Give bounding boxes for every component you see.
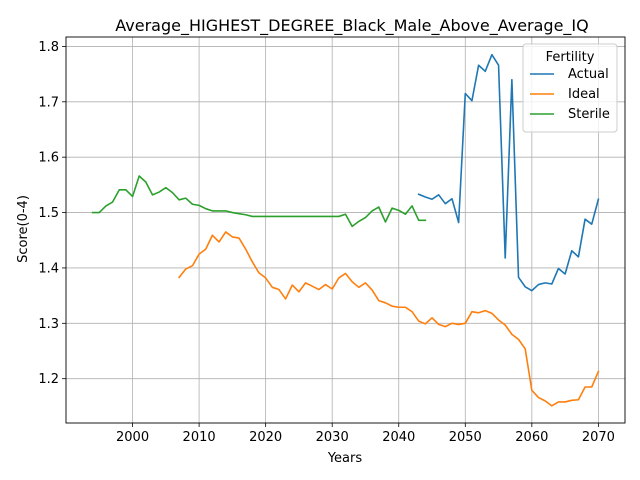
y-tick-label: 1.4 [38,261,59,276]
y-tick-label: 1.8 [38,40,59,55]
y-tick-label: 1.2 [38,372,59,387]
legend-label-ideal: Ideal [568,87,600,102]
legend: Fertility Actual Ideal Sterile [522,43,618,133]
series-line-ideal [178,231,600,407]
x-tick-label: 2000 [116,430,149,445]
x-tick-label: 2050 [449,430,482,445]
y-tick-label: 1.3 [38,317,59,332]
y-tick-label: 1.7 [38,95,59,110]
legend-label-sterile: Sterile [568,107,610,122]
chart-title: Average_HIGHEST_DEGREE_Black_Male_Above_… [115,16,589,36]
plot-frame [65,36,626,424]
series-lines [91,53,600,407]
x-tick-label: 2040 [382,430,415,445]
legend-title: Fertility [546,50,595,65]
x-tick-label: 2020 [249,430,282,445]
y-tick-label: 1.5 [38,206,59,221]
legend-label-actual: Actual [568,67,609,82]
y-axis-label: Score(0-4) [16,195,31,263]
x-tick-label: 2060 [515,430,548,445]
x-tick-label: 2070 [582,430,615,445]
legend-box [522,43,618,133]
series-line-actual [417,53,600,292]
axis-ticks: 2000 2010 2020 2030 2040 2050 2060 2070 1.2 1.3 1.… [38,40,615,445]
x-tick-label: 2010 [183,430,216,445]
x-axis-label: Years [327,451,363,466]
y-tick-label: 1.6 [38,151,59,166]
series-line-sterile [91,175,427,228]
x-tick-label: 2030 [316,430,349,445]
